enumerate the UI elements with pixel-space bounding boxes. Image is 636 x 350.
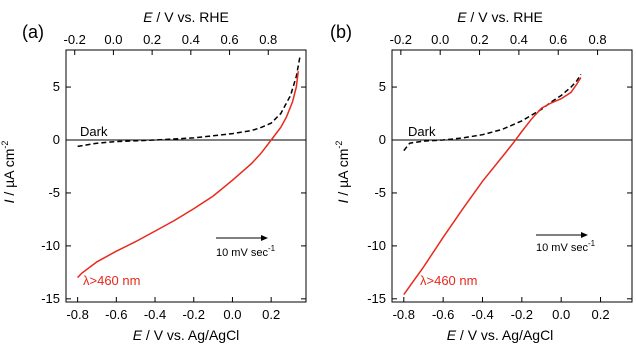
panel-b-x2-tick-label: -0.2: [390, 32, 412, 47]
panel-b-scan-arrow-head: [581, 232, 588, 238]
panel-b-x2-tick-label: 0.0: [431, 32, 449, 47]
panel-a-dark-label: Dark: [80, 124, 108, 139]
panel-b-y-tick-label: 0: [379, 132, 386, 147]
panel-b-plot-frame: [391, 49, 633, 303]
panel-a-x-tick-label: -0.2: [183, 307, 205, 322]
panel-b-x-tick-label: -0.8: [393, 307, 415, 322]
panel-a-x2-tick-label: 0.8: [259, 32, 277, 47]
panel-a-y-tick-label: 0: [53, 132, 60, 147]
panel-b-series-light-line: [403, 77, 582, 296]
panel-a-x-tick-label: -0.4: [144, 307, 166, 322]
panel-b-x-tick-label: -0.2: [511, 307, 533, 322]
panel-b-x2-tick-label: 0.8: [589, 32, 607, 47]
panel-a-plot-frame: [65, 49, 307, 303]
panel-b: (b) E / V vs. RHE E / V vs. Ag/AgCl I / …: [330, 9, 633, 343]
panel-a-scan-arrow-head: [261, 235, 268, 241]
panel-b-y-tick-label: 5: [379, 79, 386, 94]
panel-b-dark-label: Dark: [408, 124, 436, 139]
panel-b-x2-tick-label: 0.2: [471, 32, 489, 47]
panel-b-x-tick-label: 0.2: [591, 307, 609, 322]
panel-a-y-tick-label: -5: [48, 185, 60, 200]
panel-a-x-tick-label: 0.2: [262, 307, 280, 322]
panel-a-y-tick-label: -10: [41, 238, 60, 253]
panel-b-top-axis-title: E / V vs. RHE: [457, 9, 543, 25]
panel-a-x2-tick-label: 0.2: [143, 32, 161, 47]
panel-a-x-tick-label: -0.6: [105, 307, 127, 322]
panel-b-x-tick-label: 0.0: [552, 307, 570, 322]
panel-a-y-axis-title: I / µA cm-2: [0, 141, 17, 204]
panel-a-x2-tick-label: 0.0: [104, 32, 122, 47]
panel-b-y-tick-label: -15: [367, 291, 386, 306]
panel-a-x-tick-label: 0.0: [223, 307, 241, 322]
panel-a-label: (a): [22, 22, 44, 42]
panel-b-y-axis-title: I / µA cm-2: [334, 141, 351, 204]
panel-a-scan-rate-label: 10 mV sec-1: [216, 244, 276, 259]
panel-a-y-tick-label: -15: [41, 291, 60, 306]
panel-a-x2-tick-label: 0.4: [182, 32, 200, 47]
panel-b-y-tick-label: -10: [367, 238, 386, 253]
panel-a-x-tick-label: -0.8: [66, 307, 88, 322]
panel-a-series-dark-line: [77, 55, 301, 148]
panel-a-x2-tick-label: -0.2: [64, 32, 86, 47]
panel-b-scan-rate-label: 10 mV sec-1: [536, 239, 596, 254]
panel-b-x2-tick-label: 0.4: [510, 32, 528, 47]
panel-b-bottom-axis-title: E / V vs. Ag/AgCl: [447, 327, 554, 343]
panel-a-series-light-line: [77, 71, 300, 279]
panel-b-label: (b): [330, 22, 352, 42]
panel-a-y-tick-label: 5: [53, 79, 60, 94]
panel-b-x2-tick-label: 0.6: [549, 32, 567, 47]
panel-a-x2-tick-label: 0.6: [221, 32, 239, 47]
panel-a-bottom-axis-title: E / V vs. Ag/AgCl: [133, 327, 240, 343]
panel-a: (a) E / V vs. RHE E / V vs. Ag/AgCl I / …: [0, 9, 307, 343]
panel-b-series-dark-line: [403, 73, 582, 152]
panel-b-light-label: λ>460 nm: [420, 273, 477, 288]
panel-b-x-tick-label: -0.6: [432, 307, 454, 322]
panel-a-top-axis-title: E / V vs. RHE: [143, 9, 229, 25]
panel-b-y-tick-label: -5: [374, 185, 386, 200]
panel-b-x-tick-label: -0.4: [471, 307, 493, 322]
panel-a-light-label: λ>460 nm: [83, 273, 140, 288]
